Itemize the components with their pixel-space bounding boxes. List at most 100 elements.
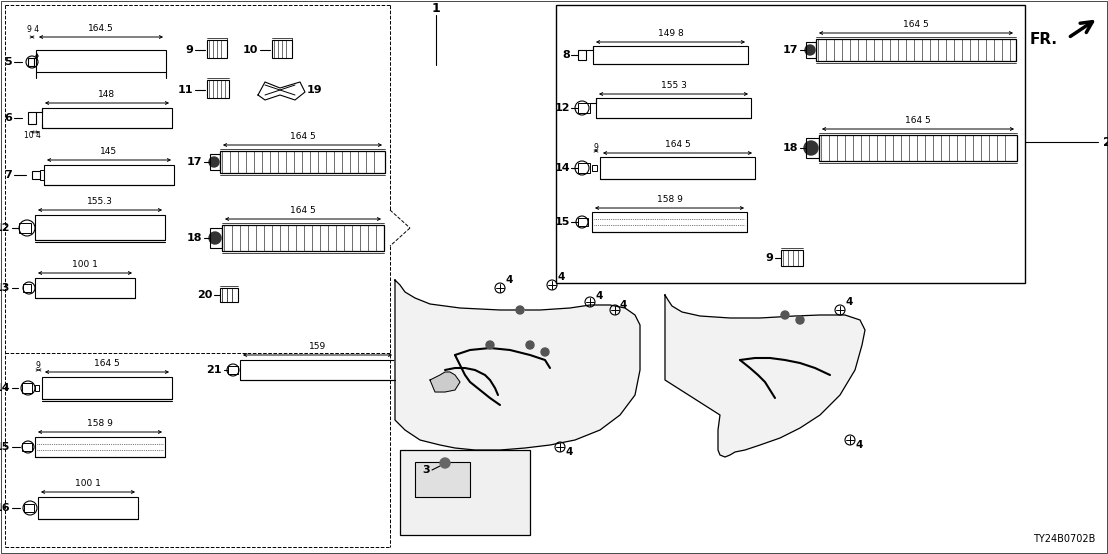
Bar <box>28 112 35 124</box>
Text: 9 4: 9 4 <box>27 25 39 34</box>
Text: 100 1: 100 1 <box>72 260 98 269</box>
Bar <box>593 46 748 64</box>
Text: 16: 16 <box>0 503 10 513</box>
Polygon shape <box>394 280 640 450</box>
Text: 148: 148 <box>99 90 115 99</box>
Text: 4: 4 <box>855 440 862 450</box>
Circle shape <box>486 341 494 349</box>
Bar <box>44 165 174 185</box>
Text: 149 8: 149 8 <box>658 29 684 38</box>
Text: 100 1: 100 1 <box>75 479 101 488</box>
Bar <box>32 171 40 179</box>
Circle shape <box>541 348 548 356</box>
Text: 1: 1 <box>432 2 440 14</box>
Circle shape <box>209 232 220 244</box>
Bar <box>23 284 31 292</box>
Text: 10: 10 <box>243 45 258 55</box>
Text: 12: 12 <box>0 223 10 233</box>
Circle shape <box>781 311 789 319</box>
Bar <box>220 151 384 173</box>
Text: 9: 9 <box>35 362 40 371</box>
Text: 13: 13 <box>0 283 10 293</box>
Bar <box>592 165 597 171</box>
Bar <box>596 98 751 118</box>
Text: 4: 4 <box>620 300 627 310</box>
Bar <box>601 157 755 179</box>
Text: 8: 8 <box>562 50 570 60</box>
Bar <box>222 225 384 251</box>
Bar <box>22 383 32 393</box>
Text: 4: 4 <box>565 447 573 457</box>
Text: 14: 14 <box>0 383 10 393</box>
Text: 9: 9 <box>766 253 773 263</box>
Bar <box>35 437 165 457</box>
Text: 17: 17 <box>186 157 202 167</box>
Bar <box>228 366 238 374</box>
Bar <box>35 385 39 391</box>
Text: TY24B0702B: TY24B0702B <box>1033 534 1095 544</box>
Text: 164 5: 164 5 <box>94 359 120 368</box>
Bar <box>24 504 34 512</box>
Circle shape <box>440 458 450 468</box>
Text: 20: 20 <box>196 290 212 300</box>
Bar <box>35 215 165 240</box>
Text: 17: 17 <box>782 45 798 55</box>
Bar <box>35 50 166 72</box>
Text: 159: 159 <box>309 342 326 351</box>
Bar <box>578 218 588 226</box>
Text: 158 9: 158 9 <box>88 419 113 428</box>
Text: 9: 9 <box>594 143 598 152</box>
Bar <box>38 497 138 519</box>
Bar <box>42 108 172 128</box>
Text: 9: 9 <box>185 45 193 55</box>
Circle shape <box>804 141 818 155</box>
Text: 15: 15 <box>555 217 570 227</box>
Bar <box>400 450 530 535</box>
Text: FR.: FR. <box>1030 33 1058 48</box>
Bar <box>220 288 238 302</box>
Text: 10 4: 10 4 <box>23 131 40 141</box>
Bar <box>35 278 135 298</box>
Text: 4: 4 <box>557 272 564 282</box>
Circle shape <box>516 306 524 314</box>
Bar <box>211 154 220 170</box>
Text: 164 5: 164 5 <box>665 140 690 149</box>
Bar <box>416 462 470 497</box>
Text: 21: 21 <box>206 365 222 375</box>
Text: 164 5: 164 5 <box>290 206 316 215</box>
Bar <box>271 40 293 58</box>
Bar <box>815 39 1016 61</box>
Bar <box>556 5 1025 283</box>
Bar <box>211 228 222 248</box>
Text: 164 5: 164 5 <box>289 132 316 141</box>
Text: 164 5: 164 5 <box>905 116 931 125</box>
Bar <box>19 223 31 233</box>
Text: 155.3: 155.3 <box>88 197 113 206</box>
Text: 11: 11 <box>177 85 193 95</box>
Bar <box>806 138 819 158</box>
Bar <box>578 103 589 113</box>
Bar <box>781 250 803 266</box>
Polygon shape <box>430 372 460 392</box>
Bar <box>578 163 589 173</box>
Text: 6: 6 <box>4 113 12 123</box>
Text: 155 3: 155 3 <box>660 81 687 90</box>
Text: 158 9: 158 9 <box>657 195 683 204</box>
Text: 4: 4 <box>596 291 604 301</box>
Text: 18: 18 <box>186 233 202 243</box>
Polygon shape <box>665 295 865 457</box>
Bar <box>40 170 44 180</box>
Circle shape <box>526 341 534 349</box>
Bar <box>22 443 32 451</box>
Text: 7: 7 <box>4 170 12 180</box>
Text: 15: 15 <box>0 442 10 452</box>
Text: 4: 4 <box>505 275 512 285</box>
Bar <box>42 377 172 399</box>
Bar <box>240 360 394 380</box>
Text: 3: 3 <box>422 465 430 475</box>
Text: 145: 145 <box>101 147 117 156</box>
Text: 12: 12 <box>554 103 570 113</box>
Bar <box>28 58 34 66</box>
Circle shape <box>806 45 815 55</box>
Text: 164 5: 164 5 <box>903 20 929 29</box>
